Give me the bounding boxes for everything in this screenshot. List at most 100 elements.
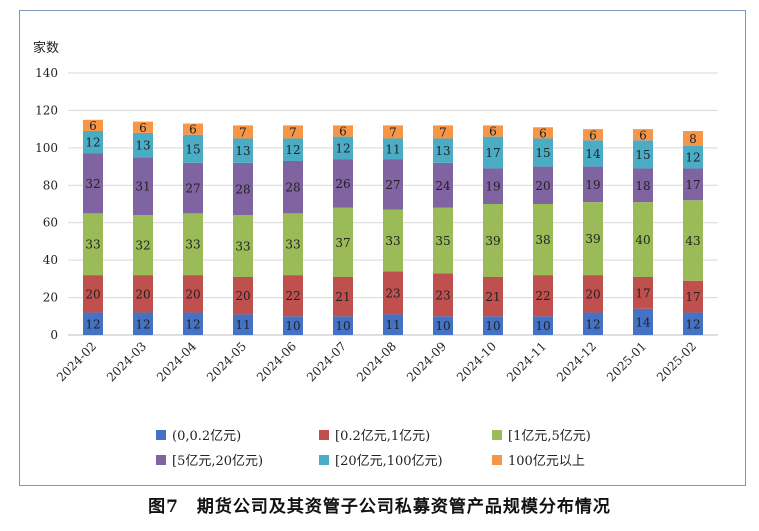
y-tick-label: 40 [43, 253, 58, 267]
data-label: 22 [285, 289, 300, 303]
bar-stack-2024-03: 12 20 32 31 13 6 [133, 121, 153, 335]
bar-segment [83, 213, 103, 276]
data-label: 17 [485, 146, 500, 160]
data-label: 28 [285, 181, 300, 195]
bar-segment [183, 134, 203, 163]
data-label: 15 [635, 148, 650, 162]
bar-stack-2024-12: 12 20 39 19 14 6 [583, 128, 603, 335]
bar-segment [133, 132, 153, 158]
bar-segment [383, 314, 403, 335]
bar-segment [483, 168, 503, 204]
bar-segment [533, 204, 553, 276]
data-label: 15 [535, 146, 550, 160]
x-tick-label: 2024-07 [304, 339, 349, 384]
y-tick-label: 20 [43, 291, 58, 305]
data-label: 6 [189, 123, 197, 137]
y-axis-label: 家数 [33, 41, 60, 56]
x-tick-label: 2025-02 [654, 339, 699, 384]
bar-segment [533, 275, 553, 317]
data-label: 19 [485, 180, 500, 194]
bar-segment [383, 125, 403, 139]
x-tick-label: 2024-12 [554, 339, 599, 384]
legend-item: (0,0.2亿元) [156, 425, 241, 444]
bar-segment [333, 136, 353, 160]
bar-segment [233, 314, 253, 335]
bar-segment [183, 312, 203, 335]
bar-segment [683, 168, 703, 201]
x-axis: 2024-02 2024-03 2024-04 2024-05 2024-06 2024-… [54, 339, 699, 384]
bar-segment [383, 159, 403, 210]
bar-segment [283, 275, 303, 317]
bar-segment [633, 140, 653, 169]
bar-segment [633, 168, 653, 203]
data-label: 12 [85, 317, 100, 331]
data-label: 24 [435, 179, 451, 193]
legend-swatch [492, 454, 502, 465]
data-label: 17 [685, 178, 700, 192]
bar-segment [183, 275, 203, 313]
bar-stack-2024-04: 12 20 33 27 15 6 [183, 123, 203, 335]
figure-caption: 图7 期货公司及其资管子公司私募资管产品规模分布情况 [148, 497, 611, 517]
bar-stack-2024-08: 11 23 33 27 11 7 [383, 125, 403, 335]
data-label: 6 [589, 128, 597, 142]
data-label: 12 [185, 317, 200, 331]
data-label: 26 [335, 177, 350, 191]
legend-swatch [492, 429, 502, 440]
data-label: 7 [389, 125, 397, 139]
data-label: 6 [339, 125, 347, 139]
bar-segment [533, 166, 553, 204]
y-axis: 0 20 40 60 80 100 120 140 [35, 66, 58, 342]
legend-swatch [156, 429, 166, 440]
bar-segment [683, 145, 703, 169]
bar-segment [383, 209, 403, 272]
bar-stack-2025-01: 14 17 40 18 15 6 [633, 128, 653, 335]
data-label: 31 [135, 180, 150, 194]
x-tick-label: 2024-10 [454, 339, 499, 384]
x-tick-label: 2024-03 [104, 339, 149, 384]
legend-label: [1亿元,5亿元) [508, 429, 591, 444]
x-tick-label: 2024-11 [504, 339, 549, 384]
data-label: 7 [439, 125, 447, 139]
bar-segment [583, 129, 603, 141]
data-label: 39 [485, 234, 500, 248]
y-tick-label: 120 [35, 103, 58, 117]
data-label: 23 [435, 288, 450, 302]
bar-segment [483, 136, 503, 169]
data-label: 38 [535, 233, 550, 247]
legend-swatch [156, 454, 166, 465]
data-label: 33 [235, 240, 250, 254]
bars: 12 20 33 32 12 6 12 20 32 31 13 6 12 20 33 27 15 6 11 20 33 2… [83, 119, 703, 335]
data-label: 35 [435, 234, 450, 248]
bar-segment [283, 160, 303, 214]
bar-segment [483, 125, 503, 137]
data-label: 37 [335, 236, 350, 250]
data-label: 32 [85, 177, 100, 191]
bar-segment [433, 162, 453, 208]
data-label: 11 [235, 318, 250, 332]
bar-stack-2024-09: 10 23 35 24 13 7 [433, 125, 453, 335]
legend-label: 100亿元以上 [508, 454, 585, 469]
data-label: 32 [135, 239, 150, 253]
bar-stack-2024-02: 12 20 33 32 12 6 [83, 119, 103, 335]
bar-segment [383, 271, 403, 315]
data-label: 14 [635, 315, 651, 329]
bar-segment [483, 204, 503, 277]
bar-stack-2024-05: 11 20 33 28 13 7 [233, 125, 253, 335]
bar-segment [283, 316, 303, 335]
data-label: 21 [335, 290, 350, 304]
data-label: 14 [585, 147, 601, 161]
y-tick-label: 60 [43, 216, 58, 230]
bar-segment [483, 276, 503, 317]
bar-segment [83, 312, 103, 335]
bar-segment [633, 202, 653, 277]
bar-segment [433, 125, 453, 139]
data-label: 23 [385, 286, 400, 300]
bar-stack-2024-07: 10 21 37 26 12 6 [333, 125, 353, 335]
x-tick-label: 2024-04 [154, 339, 199, 384]
bar-segment [383, 138, 403, 160]
x-tick-label: 2024-05 [204, 339, 249, 384]
bar-segment [633, 129, 653, 141]
legend-label: [20亿元,100亿元) [335, 454, 443, 469]
data-label: 11 [385, 142, 400, 156]
